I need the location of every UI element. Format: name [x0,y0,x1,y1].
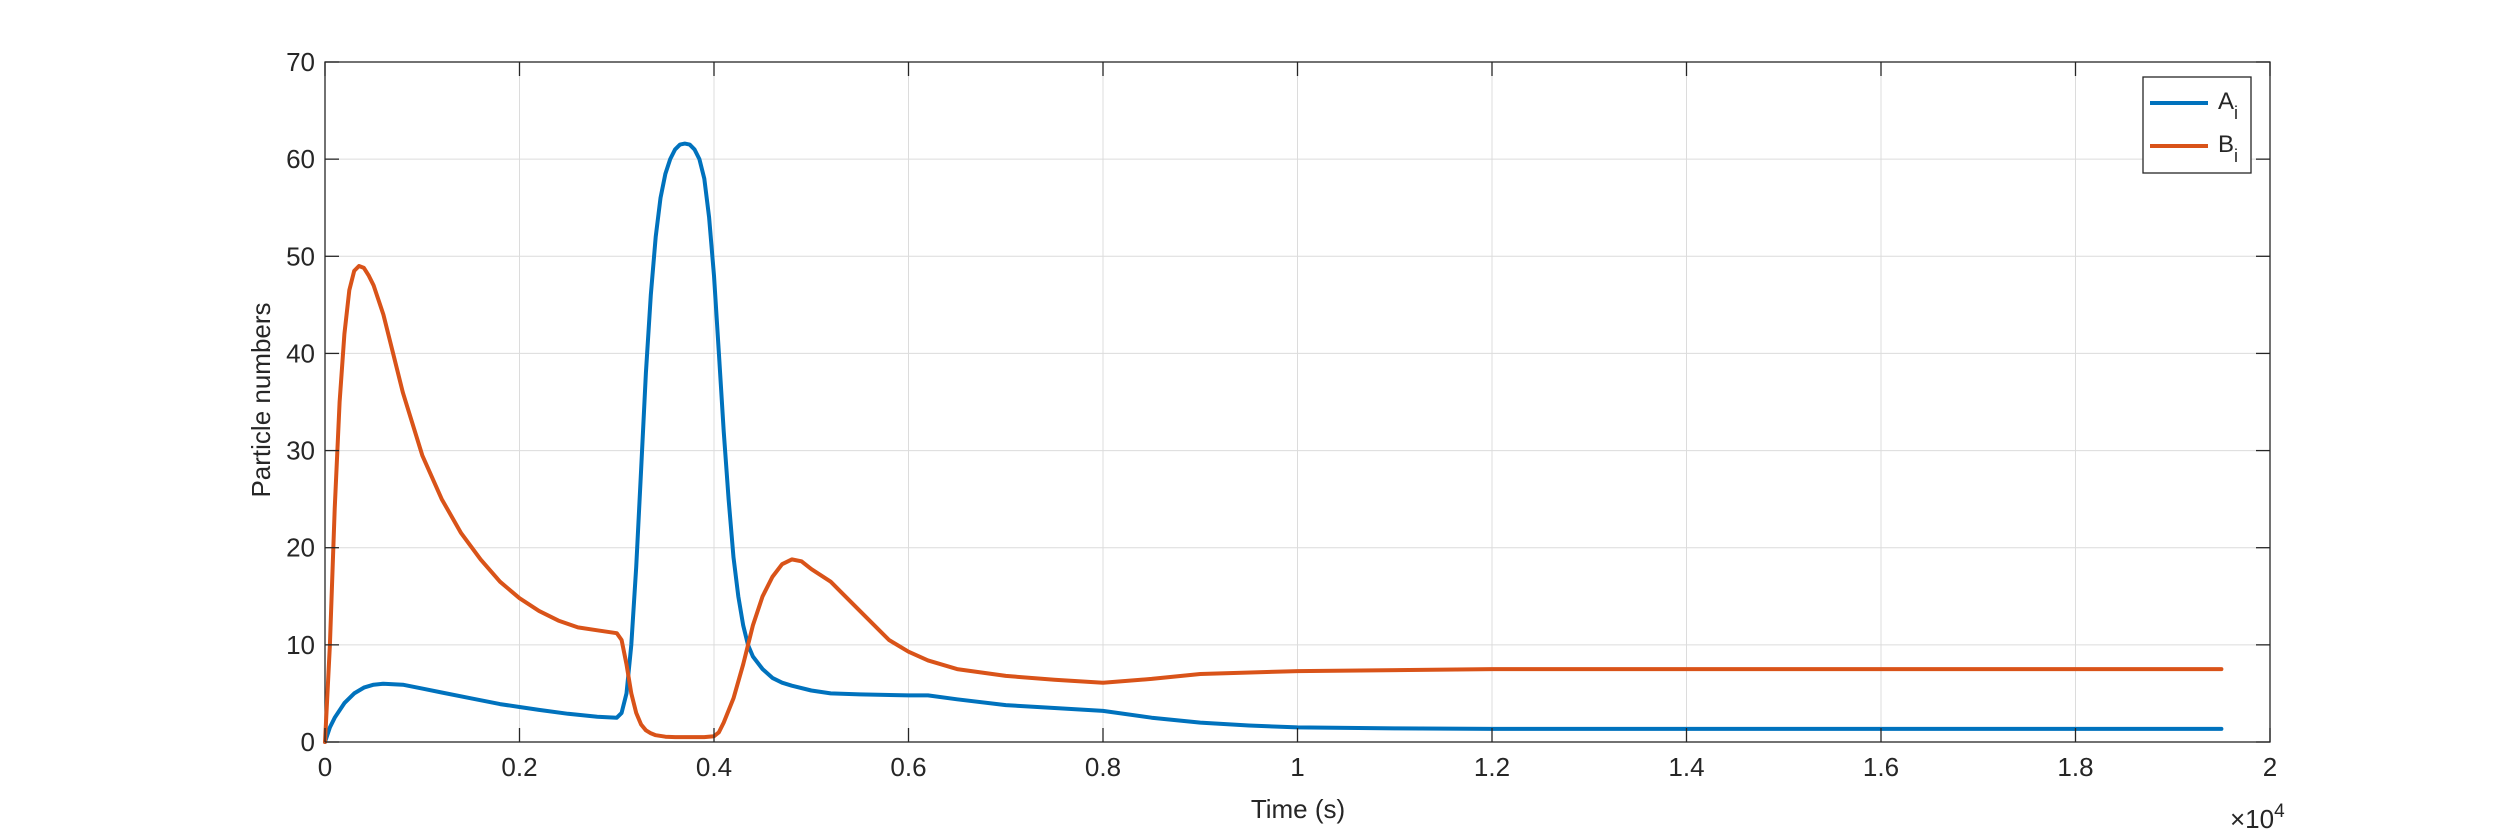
series-line-a [323,141,2224,744]
y-axis-ticks: 0 10 20 30 40 50 60 70 [286,47,2270,757]
x-tick-label: 1.2 [1474,752,1510,782]
x-axis-ticks: 0 0.2 0.4 0.6 0.8 1 1.2 1.4 1.6 1.8 2 [318,62,2277,782]
x-tick-label: 1.4 [1668,752,1704,782]
x-tick-label: 0.4 [696,752,732,782]
x-axis-exponent: ×104 [2230,801,2285,833]
y-tick-label: 30 [286,436,315,466]
series-line-b [323,264,2224,744]
y-tick-label: 20 [286,533,315,563]
x-axis-exponent-power: 4 [2274,801,2285,822]
x-gridlines [324,62,2271,742]
y-tick-label: 10 [286,630,315,660]
y-tick-label: 0 [301,727,315,757]
x-axis-label: Time (s) [1251,794,1345,824]
legend-label-a: Ai [2218,88,2238,123]
legend-label-b-subscript: i [2234,146,2238,166]
y-tick-label: 70 [286,47,315,77]
x-tick-label: 2 [2263,752,2277,782]
x-axis-exponent-base: ×10 [2230,804,2274,833]
x-tick-label: 0.6 [890,752,926,782]
x-tick-label: 0.8 [1085,752,1121,782]
x-tick-label: 0.2 [501,752,537,782]
legend-label-b-name: B [2218,131,2234,158]
y-axis-label: Particle numbers [246,302,276,497]
x-tick-label: 0 [318,752,332,782]
x-tick-label: 1.6 [1863,752,1899,782]
legend-label-a-subscript: i [2234,103,2238,123]
series-lines [323,141,2224,744]
legend-label-b: Bi [2218,131,2238,166]
legend: Ai Bi [2142,76,2252,174]
x-tick-label: 1 [1290,752,1304,782]
y-tick-label: 50 [286,241,315,271]
y-tick-label: 40 [286,338,315,368]
x-tick-label: 1.8 [2057,752,2093,782]
y-tick-label: 60 [286,144,315,174]
legend-box [2142,76,2252,174]
legend-label-a-name: A [2218,88,2234,115]
